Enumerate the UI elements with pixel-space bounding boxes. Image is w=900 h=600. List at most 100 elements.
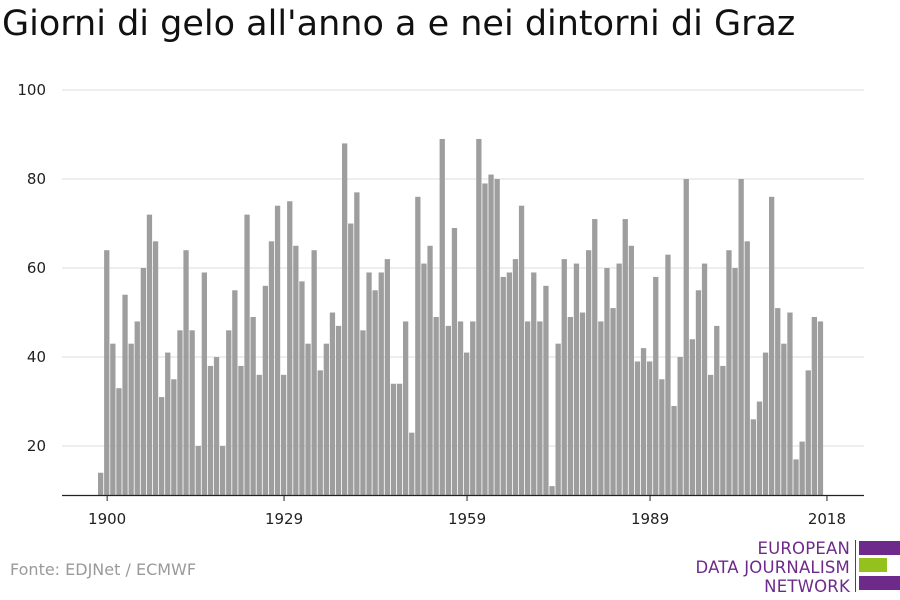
- bar: [165, 352, 171, 495]
- bar: [500, 276, 506, 495]
- bar: [506, 272, 512, 495]
- bar: [604, 268, 610, 495]
- bar: [494, 179, 500, 495]
- bar: [122, 294, 128, 495]
- bar: [769, 196, 775, 495]
- bar: [531, 272, 537, 495]
- bar: [628, 245, 634, 495]
- bar: [293, 245, 299, 495]
- x-tick-label: 1959: [448, 510, 486, 528]
- bar: [396, 383, 403, 495]
- bar: [451, 227, 458, 495]
- bar: [799, 441, 805, 495]
- bar: [616, 263, 622, 495]
- bar: [262, 285, 268, 495]
- bar: [354, 192, 360, 496]
- bar: [256, 374, 262, 495]
- bar: [793, 459, 799, 495]
- axes-group: 1900 1929 1959 1989 2018: [62, 494, 864, 528]
- bar: [201, 272, 207, 495]
- bar: [287, 201, 293, 495]
- logo-line-2: DATA JOURNALISM: [695, 558, 850, 577]
- bar: [744, 241, 750, 495]
- bar: [457, 321, 464, 495]
- edjnet-logo-text: EUROPEAN DATA JOURNALISM NETWORK: [695, 539, 850, 596]
- bar: [104, 250, 110, 495]
- logo-line-1: EUROPEAN: [757, 539, 850, 558]
- bar: [415, 196, 421, 495]
- x-tick-label: 1929: [265, 510, 303, 528]
- bar: [512, 259, 519, 495]
- bar: [183, 250, 189, 495]
- logo-bar-bottom: [859, 576, 900, 590]
- bar: [525, 321, 531, 495]
- bar: [683, 179, 689, 495]
- bar: [195, 446, 201, 495]
- bar: [647, 361, 653, 495]
- bar: [311, 250, 317, 495]
- bar: [372, 290, 378, 495]
- bar: [409, 432, 415, 495]
- bar: [689, 339, 695, 495]
- bar: [708, 374, 714, 495]
- bar: [464, 352, 470, 495]
- bar: [762, 352, 769, 495]
- bar: [439, 138, 445, 495]
- chart-title: Giorni di gelo all'anno a e nei dintorni…: [2, 4, 796, 44]
- y-tick-label: 40: [27, 348, 46, 366]
- bar: [561, 259, 567, 495]
- bar: [403, 321, 409, 495]
- bar: [171, 379, 177, 495]
- bar: [653, 276, 659, 495]
- bar: [677, 357, 683, 495]
- bar: [592, 219, 598, 495]
- bar: [720, 365, 726, 495]
- bar: [305, 343, 311, 495]
- bar: [555, 343, 561, 495]
- y-tick-label: 60: [27, 259, 46, 277]
- bar: [659, 379, 665, 495]
- bar: [342, 143, 348, 495]
- bar: [146, 214, 153, 495]
- bar: [634, 361, 641, 495]
- bars-group: [98, 138, 824, 496]
- bar: [274, 205, 281, 495]
- bar: [805, 370, 811, 495]
- bar: [366, 272, 372, 495]
- bar: [335, 325, 342, 495]
- bar: [811, 316, 817, 495]
- bar: [110, 343, 116, 495]
- bar: [250, 316, 256, 495]
- bar: [128, 343, 134, 495]
- y-tick-label: 100: [17, 81, 46, 99]
- bar: [701, 263, 708, 495]
- bar: [134, 321, 140, 495]
- bar: [427, 245, 433, 495]
- bar: [714, 325, 720, 495]
- bar: [671, 405, 677, 495]
- logo-bar-middle: [859, 558, 887, 572]
- bar: [775, 308, 781, 495]
- x-tick-label: 1900: [88, 510, 126, 528]
- bar: [573, 263, 580, 495]
- bar: [695, 290, 702, 495]
- edjnet-logo-mark: [855, 540, 900, 592]
- bar: [281, 374, 287, 495]
- bar: [232, 290, 238, 495]
- bar: [360, 330, 366, 495]
- logo-bar-top: [859, 541, 900, 555]
- bar: [238, 365, 244, 495]
- bar: [390, 383, 397, 495]
- bar: [579, 312, 586, 495]
- bar: [543, 285, 549, 495]
- frost-days-bar-chart: 20 40 60 80 100 1900 1929 1959 1989 2018: [17, 81, 864, 528]
- bar: [476, 138, 482, 495]
- x-tick-label: 1989: [631, 510, 669, 528]
- source-note: Fonte: EDJNet / ECMWF: [10, 560, 197, 579]
- bar: [586, 250, 592, 495]
- bar: [445, 325, 451, 495]
- bar: [329, 312, 336, 495]
- bar: [470, 321, 476, 495]
- bar: [787, 312, 793, 495]
- bar: [817, 321, 824, 495]
